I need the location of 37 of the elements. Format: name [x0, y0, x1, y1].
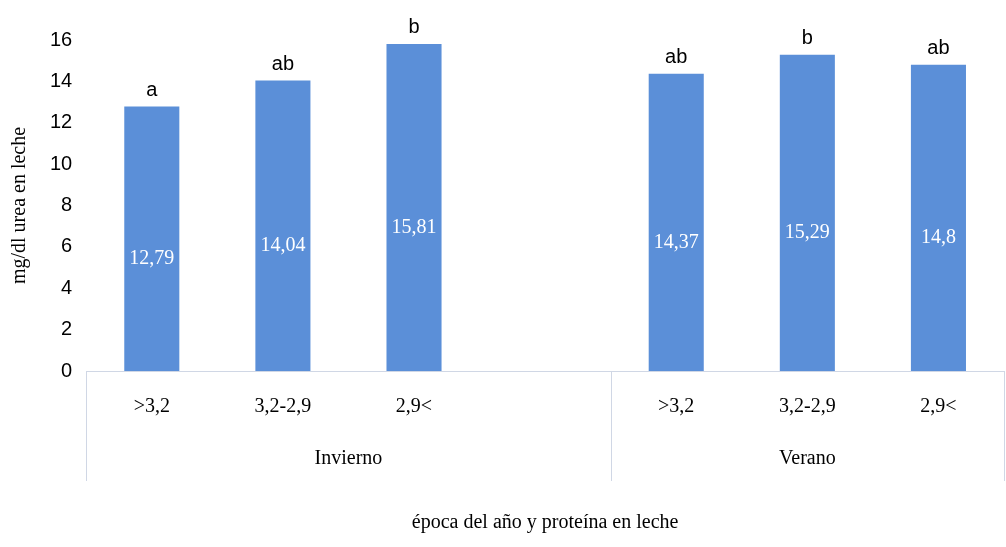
y-tick-label: 10: [50, 151, 73, 174]
y-tick-label: 4: [61, 275, 73, 298]
data-label: 15,81: [391, 214, 437, 237]
bar: [124, 106, 180, 371]
y-tick-label: 16: [50, 27, 73, 50]
data-label: 14,8: [920, 225, 956, 248]
data-label: 14,04: [260, 233, 306, 256]
bar: [255, 80, 311, 371]
y-tick-label: 14: [50, 68, 73, 91]
bar: [648, 73, 704, 371]
x-tick-label: >3,2: [658, 394, 695, 417]
bar: [386, 43, 442, 371]
annotation: a: [146, 77, 159, 100]
y-axis-title: mg/dl urea en leche: [7, 126, 31, 285]
text: Verano: [779, 446, 836, 469]
annotation: ab: [927, 36, 950, 59]
x-tick-label: >3,2: [133, 394, 170, 417]
text: Invierno: [314, 446, 383, 469]
y-tick-label: 8: [61, 193, 73, 216]
x-tick-label: 2,9<: [920, 394, 957, 417]
bar: [779, 54, 835, 371]
y-tick-label: 2: [61, 317, 73, 340]
y-tick-label: 6: [61, 234, 73, 257]
data-label: 12,79: [129, 245, 175, 268]
data-label: 15,29: [784, 220, 830, 243]
annotation: b: [801, 26, 813, 49]
bar: [910, 64, 966, 371]
annotation: b: [408, 15, 420, 38]
annotation: ab: [271, 52, 295, 75]
y-tick-label: 12: [50, 110, 73, 133]
x-tick-label: 2,9<: [395, 394, 433, 417]
y-tick-label: 0: [61, 358, 73, 381]
x-tick-label: 3,2-2,9: [779, 394, 836, 417]
data-label: 14,37: [653, 229, 699, 252]
x-tick-label: 3,2-2,9: [254, 394, 312, 417]
annotation: ab: [665, 45, 688, 68]
x-axis-title: época del año y proteína en leche: [411, 510, 679, 534]
